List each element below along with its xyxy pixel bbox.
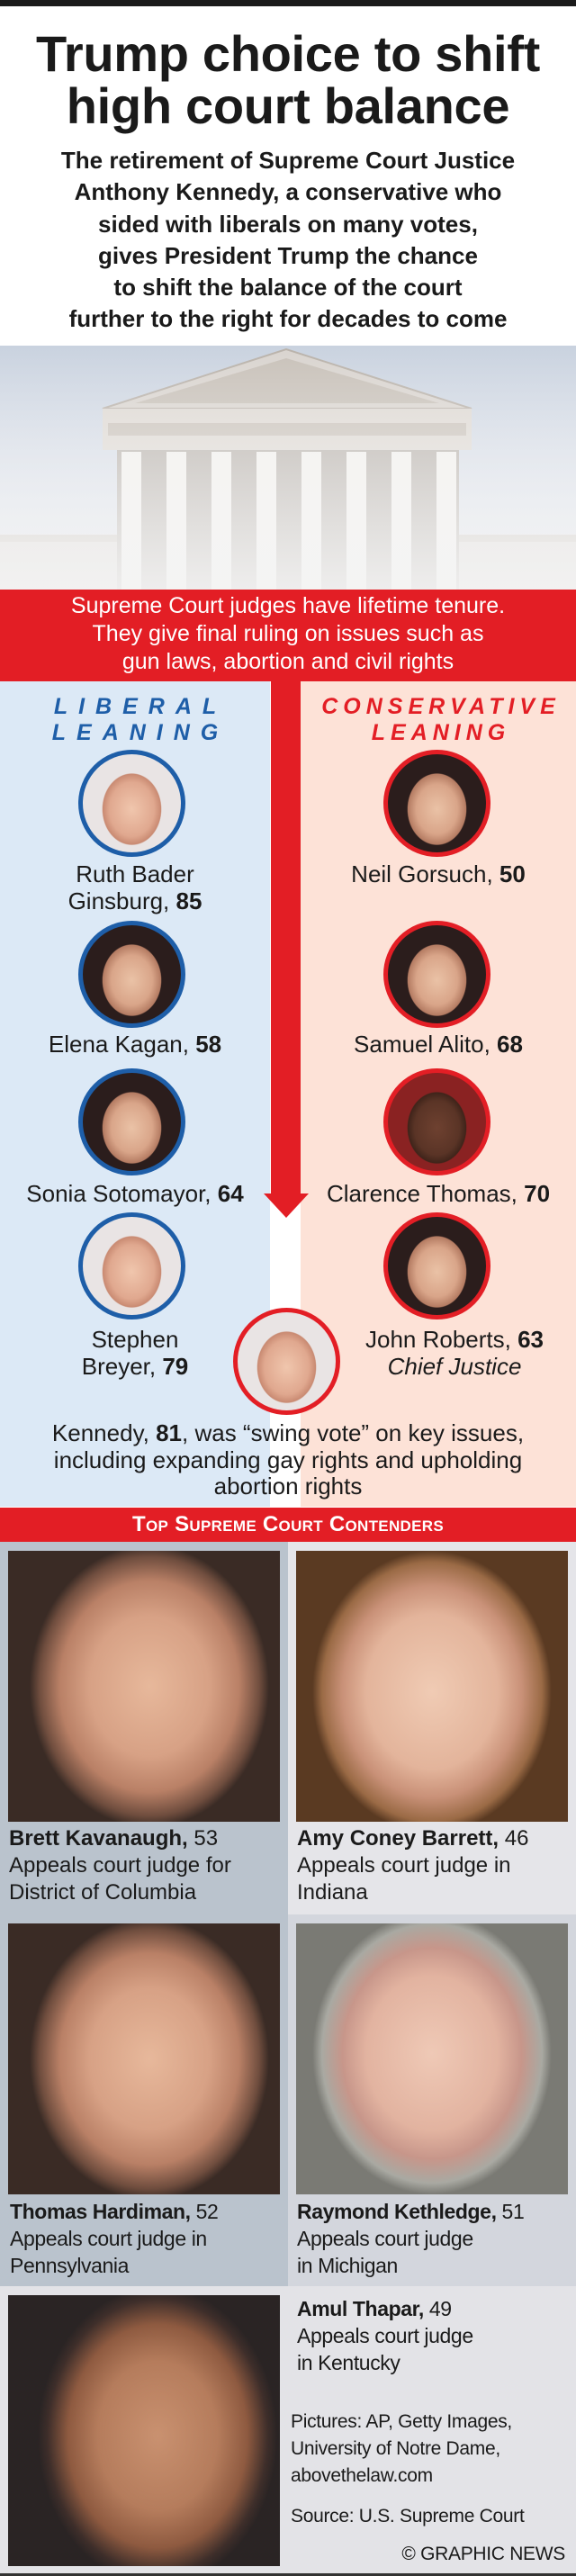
contender-photo-barrett xyxy=(296,1551,568,1822)
banner-line: They give final ruling on issues such as xyxy=(92,621,484,646)
justice-portrait-gorsuch xyxy=(383,750,490,857)
headline-line: high court balance xyxy=(66,77,510,134)
swing-arrow-shaft xyxy=(271,681,301,1194)
contender-caption-kavanaugh: Brett Kavanaugh, 53 Appeals court judge … xyxy=(9,1826,231,1905)
justice-portrait-kennedy xyxy=(233,1308,340,1415)
headline-line: Trump choice to shift xyxy=(36,25,540,82)
standfirst-line: to shift the balance of the court xyxy=(113,274,463,302)
liberal-header-line: LIBERAL xyxy=(53,694,228,719)
justice-name-sotomayor: Sonia Sotomayor, 64 xyxy=(26,1180,244,1207)
banner-line: Supreme Court judges have lifetime tenur… xyxy=(70,593,506,618)
chief-justice-title: Chief Justice xyxy=(387,1353,522,1380)
contender-caption-thapar: Amul Thapar, 49 Appeals court judge in Ke… xyxy=(297,2297,473,2374)
standfirst-line: further to the right for decades to come xyxy=(68,305,508,333)
standfirst-line: The retirement of Supreme Court Justice xyxy=(60,147,516,174)
liberal-header: LIBERAL LEANING xyxy=(0,694,270,746)
justice-portrait-ginsburg xyxy=(78,750,185,857)
standfirst: The retirement of Supreme Court Justice … xyxy=(0,145,576,336)
top-rule xyxy=(0,0,576,6)
standfirst-line: Anthony Kennedy, a conservative who xyxy=(74,178,502,206)
standfirst-line: gives President Trump the chance xyxy=(98,241,478,269)
liberal-header-line: LEANING xyxy=(51,720,230,745)
justice-portrait-kagan xyxy=(78,921,185,1028)
justice-portrait-thomas xyxy=(383,1068,490,1175)
justice-portrait-sotomayor xyxy=(78,1068,185,1175)
contenders-header: Top Supreme Court Contenders xyxy=(0,1508,576,1542)
contender-caption-kethledge: Raymond Kethledge, 51 Appeals court judg… xyxy=(297,2200,525,2277)
conservative-header: CONSERVATIVE LEANING xyxy=(301,694,576,746)
justice-name-thomas: Clarence Thomas, 70 xyxy=(326,1180,551,1207)
contender-photo-kethledge xyxy=(296,1923,568,2194)
supreme-court-building-photo xyxy=(0,346,576,590)
justice-name-ginsburg: Ruth Bader Ginsburg, 85 xyxy=(68,860,202,914)
contender-photo-hardiman xyxy=(8,1923,280,2194)
copyright: © GRAPHIC NEWS xyxy=(401,2544,565,2564)
justice-portrait-alito xyxy=(383,921,490,1028)
justice-name-alito: Samuel Alito, 68 xyxy=(354,1031,523,1058)
conservative-header-line: LEANING xyxy=(371,720,511,745)
banner-line: gun laws, abortion and civil rights xyxy=(122,649,454,674)
justice-portrait-breyer xyxy=(78,1212,185,1320)
source-credit: Source: U.S. Supreme Court xyxy=(291,2506,525,2526)
bottom-rule xyxy=(0,2573,576,2576)
kennedy-note: Kennedy, 81, was “swing vote” on key iss… xyxy=(51,1419,525,1500)
contender-caption-hardiman: Thomas Hardiman, 52 Appeals court judge … xyxy=(10,2200,219,2277)
contender-photo-thapar xyxy=(8,2295,280,2566)
standfirst-line: sided with liberals on many votes, xyxy=(98,210,478,238)
picture-credits: Pictures: AP, Getty Images, University of… xyxy=(291,2411,512,2486)
headline: Trump choice to shift high court balance xyxy=(0,28,576,132)
justice-name-roberts: John Roberts, 63 Chief Justice xyxy=(364,1326,544,1380)
justice-name-gorsuch: Neil Gorsuch, 50 xyxy=(351,860,526,887)
conservative-header-line: CONSERVATIVE xyxy=(321,694,561,719)
tenure-banner: Supreme Court judges have lifetime tenur… xyxy=(0,590,576,681)
contender-caption-barrett: Amy Coney Barrett, 46 Appeals court judg… xyxy=(297,1826,529,1905)
justice-name-breyer: Stephen Breyer, 79 xyxy=(81,1326,189,1380)
arrow-down-icon xyxy=(264,1193,309,1218)
contender-photo-kavanaugh xyxy=(8,1551,280,1822)
justice-name-kagan: Elena Kagan, 58 xyxy=(48,1031,222,1058)
justice-portrait-roberts xyxy=(383,1212,490,1320)
